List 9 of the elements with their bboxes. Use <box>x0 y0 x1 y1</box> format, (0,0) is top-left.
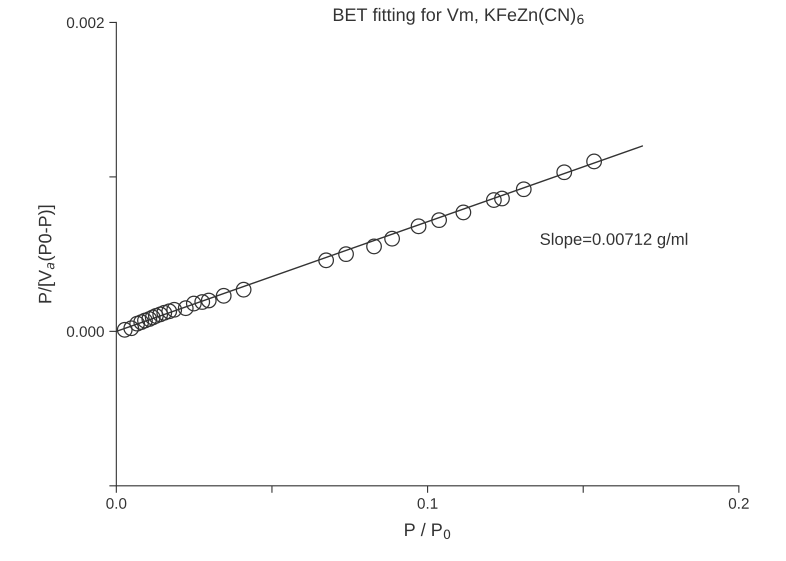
y-tick-label: 0.000 <box>66 326 104 338</box>
y-tick-label: 0.002 <box>66 17 104 28</box>
x-tick-label: 0.2 <box>728 498 749 509</box>
x-axis-title: P / P$_{0}$ <box>405 522 450 540</box>
chart-title: BET fitting for Vm, KFeZn(CN)$_{6}$ <box>334 8 584 25</box>
annotation: Slope=0.00712 g/ml <box>540 232 688 248</box>
x-tick-label: 0.0 <box>106 498 126 509</box>
y-axis-title: P/[V$_{a}$(P0-P)] <box>38 206 56 303</box>
x-tick-label: 0.1 <box>418 498 438 509</box>
